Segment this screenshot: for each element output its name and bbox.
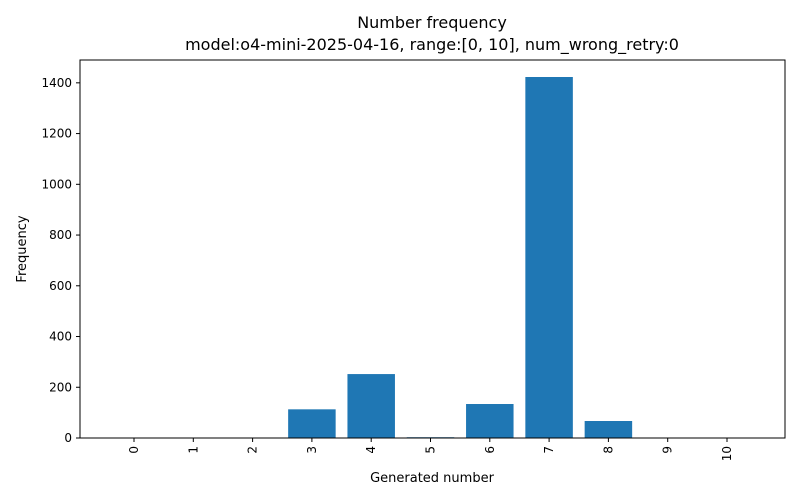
x-tick-label: 4 bbox=[364, 446, 378, 454]
chart-subtitle: model:o4-mini-2025-04-16, range:[0, 10],… bbox=[185, 35, 679, 55]
y-tick-label: 1400 bbox=[41, 76, 72, 90]
x-tick-label: 5 bbox=[424, 446, 438, 454]
bars-group bbox=[288, 77, 632, 438]
y-tick-label: 0 bbox=[64, 431, 72, 445]
y-axis: 0 200 400 600 800 1000 1200 1400 bbox=[41, 76, 80, 445]
x-tick-label: 7 bbox=[542, 446, 556, 454]
chart-title: Number frequency bbox=[357, 13, 507, 32]
x-tick-label: 2 bbox=[246, 446, 260, 454]
x-tick-label: 8 bbox=[601, 446, 615, 454]
x-tick-label: 9 bbox=[661, 446, 675, 454]
x-tick-label: 10 bbox=[720, 446, 734, 461]
plot-frame bbox=[80, 60, 785, 438]
y-tick-label: 400 bbox=[49, 330, 72, 344]
bar-3 bbox=[288, 409, 336, 438]
y-tick-label: 1200 bbox=[41, 127, 72, 141]
x-tick-label: 1 bbox=[186, 446, 200, 454]
y-tick-label: 600 bbox=[49, 279, 72, 293]
bar-8 bbox=[585, 421, 633, 438]
x-tick-label: 0 bbox=[127, 446, 141, 454]
bar-6 bbox=[466, 404, 514, 438]
y-tick-label: 200 bbox=[49, 380, 72, 394]
x-tick-label: 6 bbox=[483, 446, 497, 454]
y-tick-label: 1000 bbox=[41, 177, 72, 191]
x-tick-label: 3 bbox=[305, 446, 319, 454]
y-tick-label: 800 bbox=[49, 228, 72, 242]
bar-4 bbox=[347, 374, 395, 438]
y-axis-label: Frequency bbox=[15, 215, 30, 282]
bar-7 bbox=[525, 77, 573, 438]
x-axis-label: Generated number bbox=[370, 471, 494, 486]
x-axis: 0 1 2 3 4 5 6 7 8 9 10 bbox=[127, 438, 734, 461]
